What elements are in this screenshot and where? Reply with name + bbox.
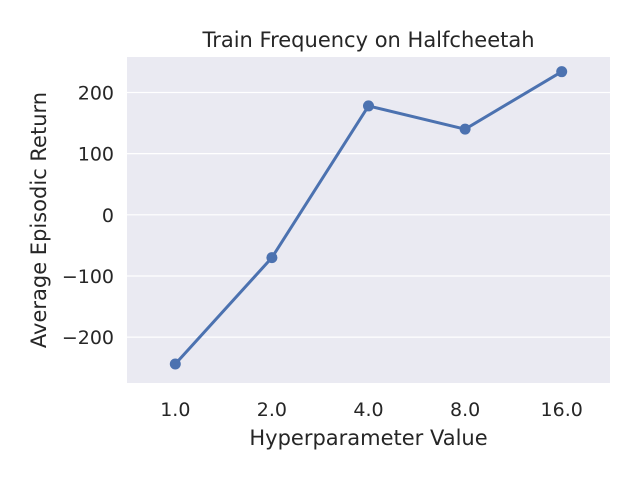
y-tick-label: −100 [62,266,114,288]
x-tick-label: 2.0 [257,399,287,421]
y-tick-label: 100 [78,144,114,166]
y-tick-label: 0 [102,205,114,227]
data-point [556,66,568,78]
grid-lines [127,91,610,338]
x-tick-label: 16.0 [541,399,583,421]
data-point [459,123,471,135]
series-group [169,66,568,370]
x-ticks: 1.0 2.0 4.0 8.0 16.0 [160,399,583,421]
chart-title: Train Frequency on Halfcheetah [201,28,534,52]
data-point [266,252,278,264]
y-ticks: −200 −100 0 100 200 [62,82,114,349]
data-point [169,358,181,370]
x-axis-label: Hyperparameter Value [249,426,487,450]
x-tick-label: 1.0 [160,399,190,421]
y-tick-label: −200 [62,327,114,349]
data-point [363,100,374,112]
x-tick-label: 4.0 [353,399,383,421]
y-tick-label: 200 [78,82,114,104]
x-tick-label: 8.0 [450,399,480,421]
y-axis-label: Average Episodic Return [27,92,51,348]
